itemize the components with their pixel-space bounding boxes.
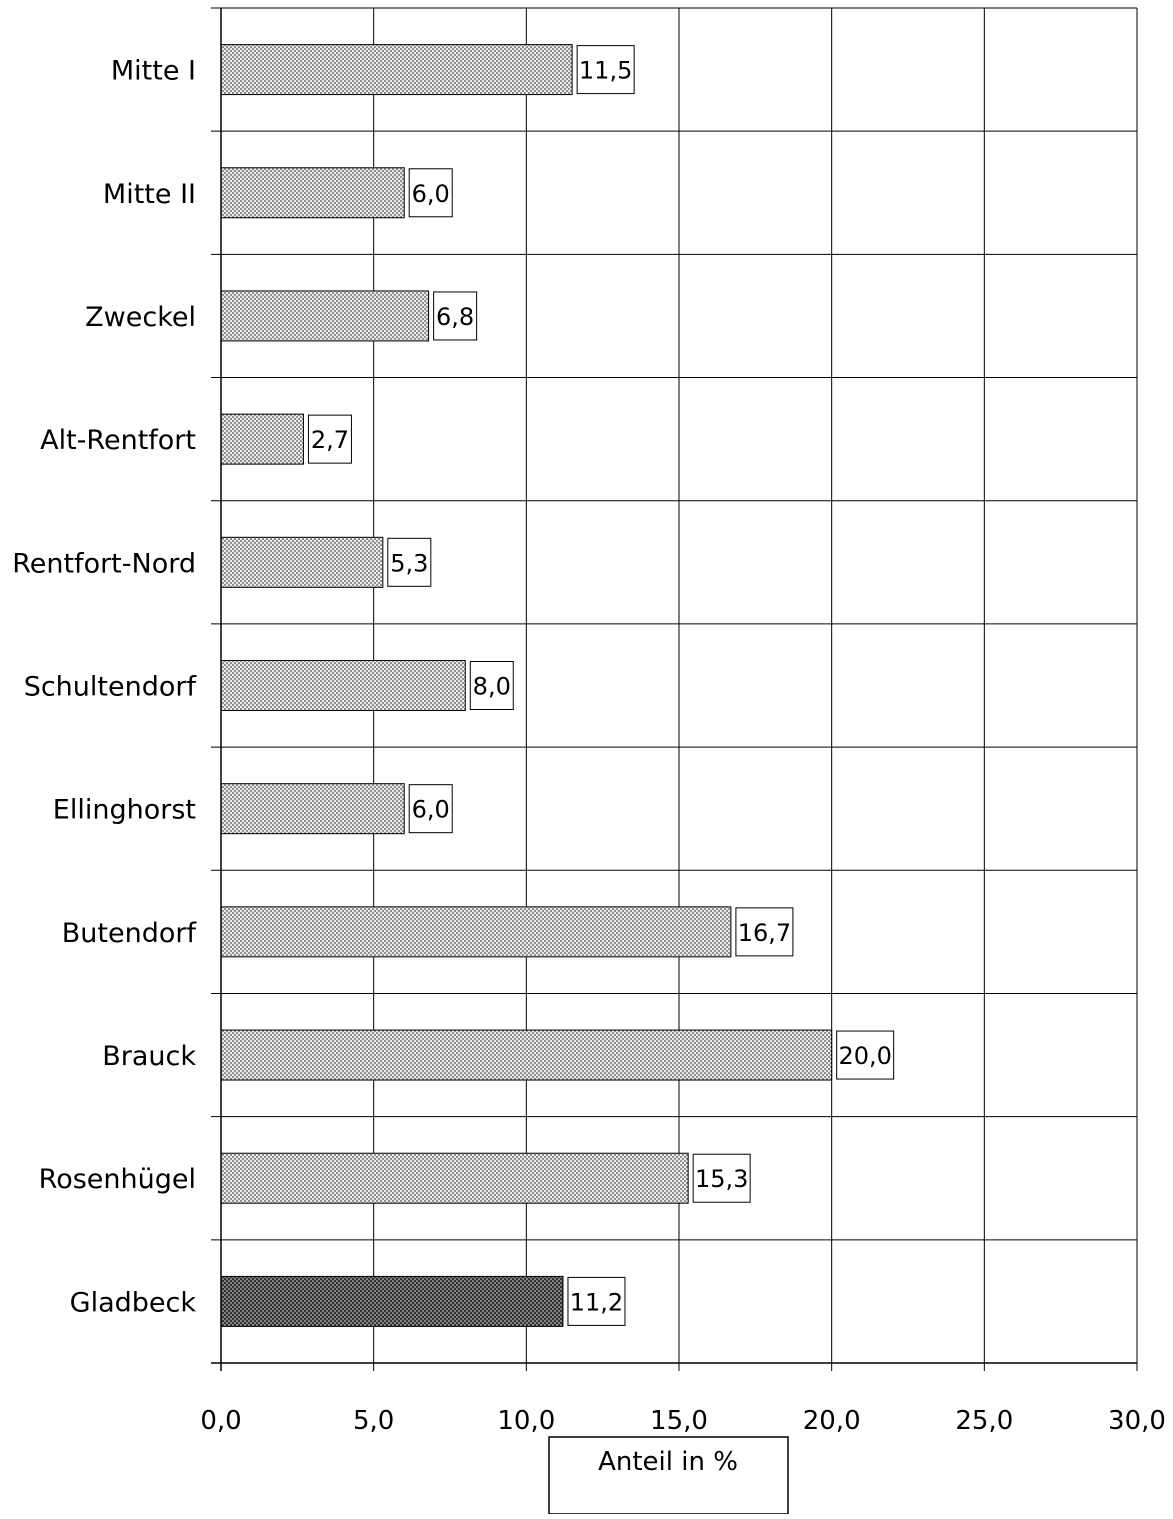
data-label-box: [408, 168, 453, 218]
data-label: 11,2: [570, 1288, 623, 1316]
bar-brauck: [220, 1029, 833, 1081]
x-axis-label-box: Anteil in %: [548, 1436, 789, 1515]
data-label: 5,3: [390, 549, 428, 577]
x-tick-label: 10,0: [497, 1406, 555, 1436]
x-tick-label: 0,0: [200, 1406, 241, 1436]
axes: [211, 8, 1138, 1371]
category-label: Schultendorf: [24, 672, 198, 703]
data-label: 20,0: [838, 1042, 891, 1070]
category-label: Mitte II: [103, 179, 196, 210]
data-label: 16,7: [738, 919, 791, 947]
data-label-box: [576, 45, 635, 95]
bar-ellinghorst: [220, 783, 405, 835]
data-label: 8,0: [473, 673, 511, 701]
data-label-box: [692, 1153, 751, 1203]
data-label-box: [408, 784, 453, 834]
bar-alt-rentfort: [220, 413, 304, 465]
bars: [220, 44, 833, 1327]
category-label: Mitte I: [111, 56, 196, 87]
category-label: Zweckel: [85, 302, 196, 333]
bar-butendorf: [220, 906, 732, 958]
data-label: 15,3: [695, 1165, 748, 1193]
x-tick-label: 15,0: [650, 1406, 708, 1436]
data-label: 6,0: [412, 180, 450, 208]
category-label: Gladbeck: [70, 1287, 197, 1318]
x-axis-label: Anteil in %: [598, 1447, 738, 1477]
data-label-box: [836, 1030, 895, 1080]
data-label-box: [387, 537, 432, 587]
bar-zweckel: [220, 290, 430, 342]
bar-mitte-ii: [220, 167, 405, 219]
bar-schultendorf: [220, 660, 466, 711]
category-label: Ellinghorst: [53, 795, 196, 826]
bar-rosenh-gel: [220, 1152, 689, 1204]
category-label: Butendorf: [62, 918, 198, 949]
category-label: Alt-Rentfort: [40, 425, 196, 456]
category-label: Brauck: [102, 1041, 196, 1072]
data-label-box: [307, 414, 352, 464]
x-tick-label: 20,0: [803, 1406, 861, 1436]
data-label: 2,7: [311, 426, 349, 454]
category-label: Rosenhügel: [39, 1164, 196, 1195]
data-label-box: [433, 291, 478, 341]
bar-mitte-i: [220, 44, 573, 96]
data-label-box: [735, 907, 794, 957]
x-tick-label: 30,0: [1108, 1406, 1166, 1436]
data-label-box: [567, 1276, 626, 1326]
labels: 0,0 5,0 10,0 15,0 20,0 25,0 30,0 11,5 Mitte I 6,0…: [12, 45, 1166, 1436]
bar-gladbeck: [220, 1275, 564, 1327]
data-label: 11,5: [579, 57, 632, 85]
x-tick-label: 5,0: [353, 1406, 394, 1436]
bar-rentfort-nord: [220, 536, 384, 588]
data-label: 6,0: [412, 796, 450, 824]
data-label: 6,8: [436, 303, 474, 331]
x-tick-label: 25,0: [955, 1406, 1013, 1436]
category-label: Rentfort-Nord: [12, 548, 196, 579]
data-label-box: [469, 661, 514, 710]
